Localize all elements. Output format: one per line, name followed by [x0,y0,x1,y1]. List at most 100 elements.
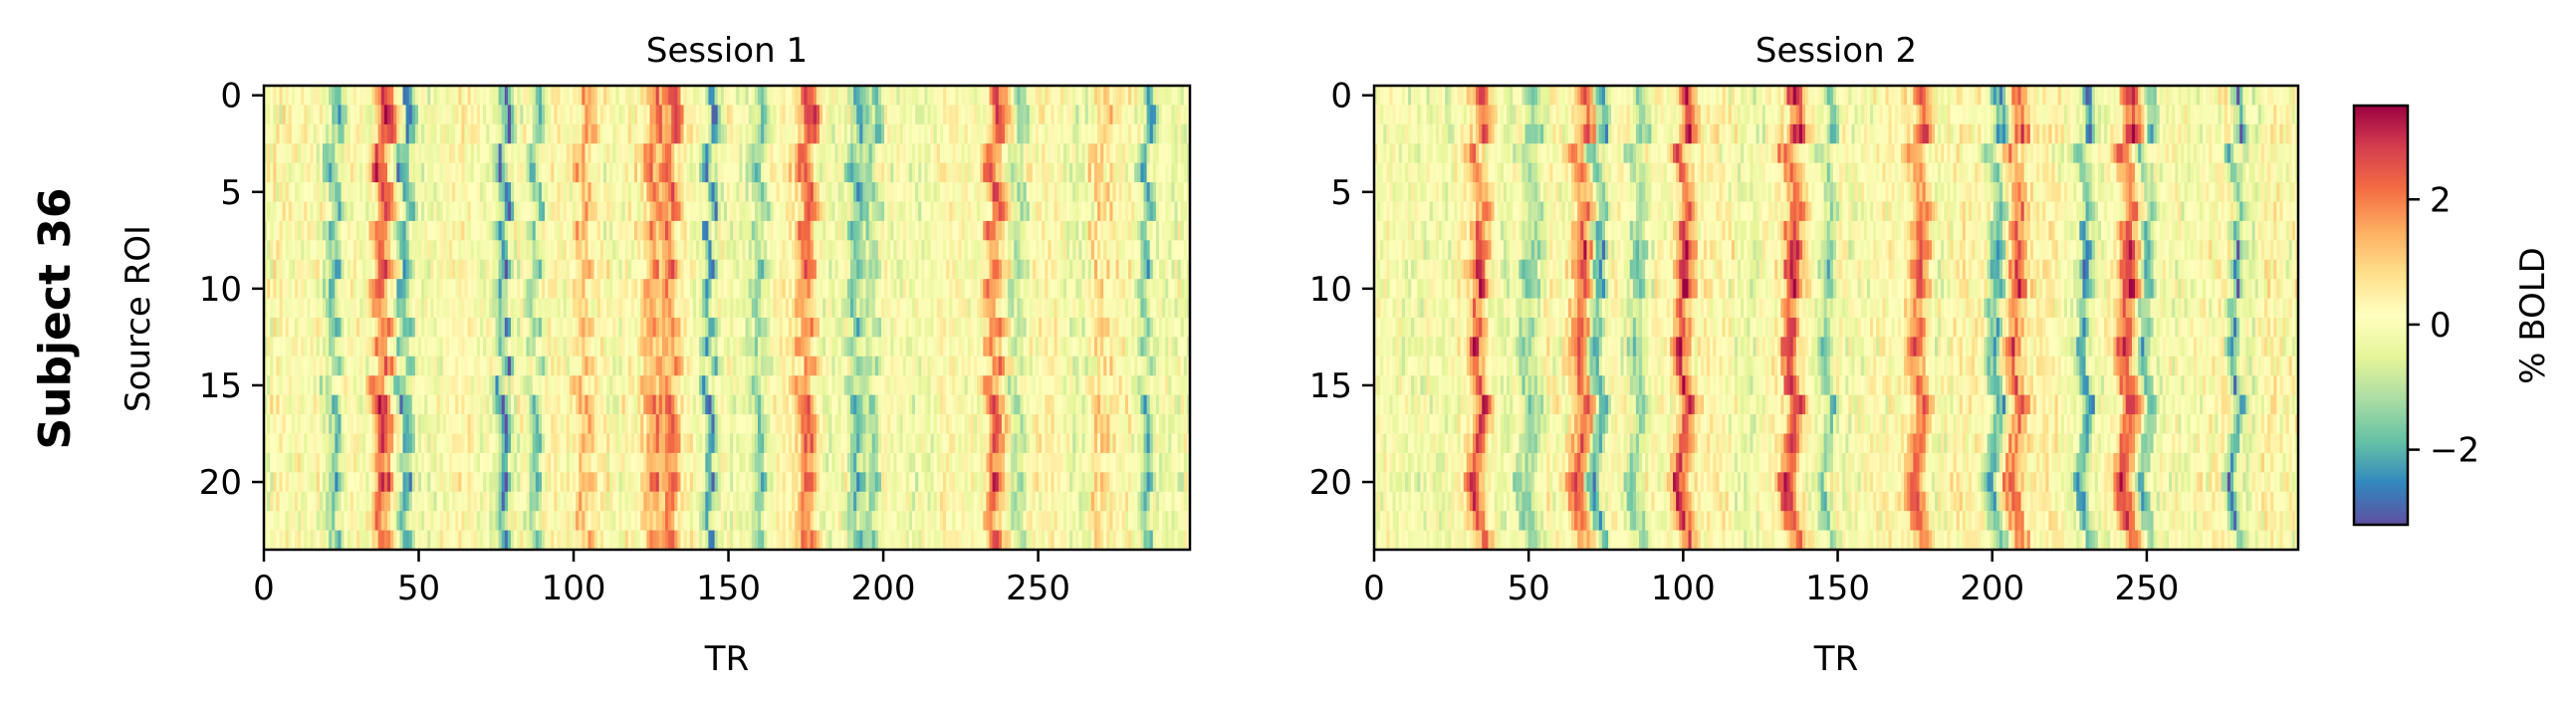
heatmap-cell [1174,143,1179,164]
heatmap-cell [418,337,422,357]
heatmap-cell [344,220,349,241]
heatmap-cell [958,240,963,261]
heatmap-cell [692,259,697,280]
heatmap-cell [902,123,907,144]
heatmap-cell [927,259,932,280]
heatmap-cell [846,279,851,300]
heatmap-cell [383,201,388,222]
heatmap-cell [322,105,327,125]
heatmap-cell [418,318,422,339]
heatmap-cell [856,279,860,300]
heatmap-cell [745,123,750,144]
heatmap-cell [843,240,848,261]
heatmap-cell [850,375,854,396]
heatmap-cell [310,86,315,107]
heatmap-cell [837,86,842,107]
heatmap-cell [535,182,540,203]
heatmap-cell [326,220,330,241]
heatmap-cell [758,355,762,376]
heatmap-cell [983,337,987,357]
heatmap-cell [918,355,922,376]
heatmap-cell [341,162,346,183]
heatmap-cell [362,240,366,261]
heatmap-cell [523,259,528,280]
heatmap-cell [424,240,428,261]
heatmap-cell [680,355,685,376]
heatmap-cell [1051,182,1055,203]
heatmap-cell [627,259,632,280]
heatmap-cell [770,201,775,222]
heatmap-cell [723,394,728,415]
heatmap-cell [545,375,549,396]
heatmap-cell [442,279,447,300]
heatmap-cell [430,143,435,164]
heatmap-cell [915,123,919,144]
heatmap-cell [566,182,571,203]
heatmap-cell [424,182,428,203]
heatmap-cell [946,143,950,164]
heatmap-cell [350,123,354,144]
heatmap-cell [1143,337,1148,357]
heatmap-cell [912,259,916,280]
heatmap-cell [362,123,366,144]
heatmap-cell [590,279,595,300]
heatmap-cell [470,162,475,183]
heatmap-cell [822,105,826,125]
heatmap-cell [683,259,688,280]
heatmap-cell [905,105,910,125]
heatmap-cell [511,105,515,125]
heatmap-cell [887,220,891,241]
heatmap-cell [955,298,960,319]
heatmap-cell [436,220,441,241]
heatmap-cell [554,298,559,319]
heatmap-cell [967,298,972,319]
heatmap-cell [702,201,706,222]
heatmap-cell [1149,355,1154,376]
heatmap-cell [955,355,960,376]
heatmap-cell [427,143,431,164]
heatmap-cell [908,143,913,164]
heatmap-cell [326,259,330,280]
heatmap-cell [1149,279,1154,300]
heatmap-cell [986,86,991,107]
heatmap-cell [989,143,994,164]
heatmap-cell [881,375,885,396]
heatmap-cell [828,337,832,357]
heatmap-cell [507,394,512,415]
heatmap-cell [436,394,441,415]
heatmap-cell [912,318,916,339]
heatmap-cell [606,182,610,203]
heatmap-cell [850,143,854,164]
heatmap-cell [877,143,882,164]
heatmap-cell [1128,182,1132,203]
heatmap-cell [396,105,400,125]
heatmap-cell [887,182,891,203]
heatmap-cell [387,375,391,396]
heatmap-cell [590,298,595,319]
heatmap-cell [1093,337,1098,357]
heatmap-cell [267,298,271,319]
heatmap-cell [792,337,796,357]
heatmap-cell [368,182,373,203]
heatmap-cell [1177,298,1182,319]
heatmap-cell [408,355,413,376]
heatmap-cell [998,182,1003,203]
heatmap-cell [557,143,562,164]
heatmap-cell [449,105,453,125]
heatmap-cell [452,375,456,396]
heatmap-cell [489,394,493,415]
heatmap-cell [612,394,616,415]
heatmap-cell [853,394,857,415]
heatmap-cell [764,86,768,107]
heatmap-cell [970,279,975,300]
heatmap-cell [445,240,450,261]
heatmap-cell [486,394,490,415]
heatmap-cell [1177,259,1182,280]
heatmap-cell [356,375,360,396]
heatmap-cell [365,86,369,107]
heatmap-cell [1039,220,1043,241]
heatmap-cell [1097,279,1101,300]
heatmap-cell [692,337,697,357]
heatmap-cell [843,279,848,300]
heatmap-cell [599,375,604,396]
